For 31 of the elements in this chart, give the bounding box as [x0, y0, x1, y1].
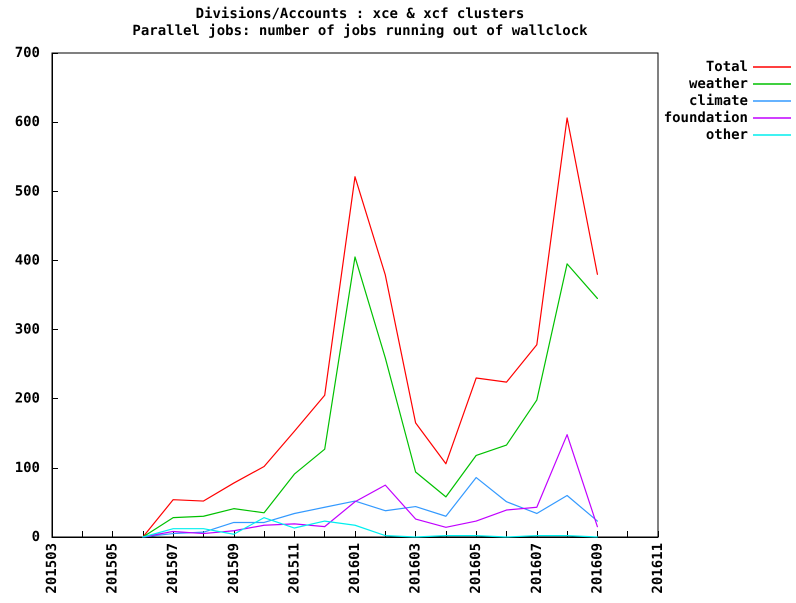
y-tick-label: 600 [14, 114, 40, 130]
x-tick-label: 201605 [468, 543, 484, 594]
x-tick-label: 201503 [44, 543, 60, 594]
x-tick-label: 201509 [226, 543, 242, 594]
y-tick-label: 0 [32, 529, 40, 545]
x-tick-label: 201507 [165, 543, 182, 594]
legend-label: foundation [664, 110, 748, 126]
y-tick-label: 100 [14, 460, 40, 476]
legend-label: Total [706, 59, 748, 75]
legend-label: other [706, 127, 748, 143]
line-series [142, 256, 598, 538]
x-tick-label: 201603 [408, 543, 424, 594]
y-tick-label: 500 [14, 183, 40, 200]
y-tick-label: 700 [14, 45, 40, 61]
line-series [142, 434, 598, 538]
legend-label: climate [688, 93, 748, 109]
x-tick-label: 201511 [286, 543, 302, 594]
line-series [142, 476, 598, 538]
y-tick-label: 400 [14, 252, 40, 268]
x-tick-label: 201505 [104, 543, 121, 594]
chart-subtitle: Parallel jobs: number of jobs running out of wallclock [132, 23, 588, 39]
x-tick-label: 201611 [650, 543, 666, 594]
x-tick-label: 201607 [528, 543, 545, 594]
legend-label: weather [688, 76, 748, 92]
chart-title: Divisions/Accounts : xce & xcf clusters [196, 6, 524, 22]
line-series [142, 517, 598, 538]
y-tick-label: 200 [14, 390, 40, 407]
x-tick-label: 201609 [589, 543, 606, 594]
line-series [142, 117, 598, 538]
y-tick-label: 300 [14, 322, 40, 338]
x-tick-label: 201601 [347, 543, 363, 594]
